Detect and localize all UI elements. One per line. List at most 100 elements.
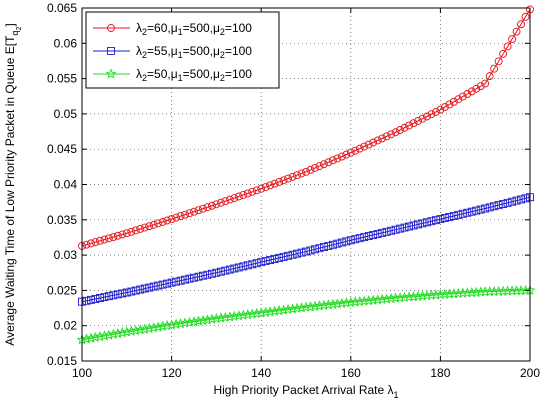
data-point xyxy=(399,291,410,303)
data-point xyxy=(158,217,167,226)
data-point xyxy=(269,305,281,316)
data-point xyxy=(145,222,154,231)
y-tick-label: 0.02 xyxy=(54,319,78,333)
data-point xyxy=(136,225,145,233)
data-point xyxy=(476,82,485,91)
data-point xyxy=(391,128,400,137)
data-point xyxy=(319,243,328,252)
data-point xyxy=(363,295,375,306)
data-point xyxy=(391,225,400,234)
data-point xyxy=(328,156,337,165)
data-point xyxy=(105,68,117,79)
data-point xyxy=(202,314,213,325)
data-point xyxy=(175,318,186,329)
data-point xyxy=(224,311,236,322)
legend-sample-series-3 xyxy=(93,68,130,79)
data-point xyxy=(302,247,310,256)
data-point xyxy=(463,90,472,98)
data-point xyxy=(199,204,207,213)
data-point xyxy=(485,72,494,81)
data-point xyxy=(414,117,422,125)
data-point xyxy=(185,209,194,218)
data-point xyxy=(116,327,128,338)
data-point xyxy=(306,165,315,174)
data-point xyxy=(302,167,310,176)
legend-label-series-1: λ2=60,μ1=500,μ2=100 xyxy=(136,21,252,37)
data-point xyxy=(418,114,427,123)
data-point xyxy=(122,288,131,297)
data-point xyxy=(319,160,328,169)
data-point xyxy=(103,329,115,340)
data-point xyxy=(203,203,212,212)
data-point xyxy=(118,230,127,239)
data-point xyxy=(216,198,225,207)
data-point xyxy=(328,240,337,249)
x-tick-label: 140 xyxy=(251,366,271,380)
data-point xyxy=(423,218,431,227)
legend-label-series-3: λ2=50,μ1=500,μ2=100 xyxy=(136,67,252,83)
data-point xyxy=(315,162,324,171)
data-point xyxy=(230,194,239,203)
data-point xyxy=(207,201,216,210)
data-point xyxy=(82,296,91,305)
data-point xyxy=(360,233,369,242)
data-point xyxy=(251,307,263,319)
x-axis-label: High Priority Packet Arrival Rate λ1 xyxy=(213,383,398,400)
data-point xyxy=(458,92,467,101)
data-point xyxy=(118,289,127,298)
data-point xyxy=(176,212,185,221)
data-point xyxy=(291,302,303,314)
data-point xyxy=(203,270,212,279)
data-point xyxy=(260,306,272,318)
data-point xyxy=(179,317,191,328)
data-point xyxy=(309,300,321,311)
data-point xyxy=(296,302,307,313)
data-point xyxy=(490,202,499,211)
data-point xyxy=(324,241,333,250)
data-point xyxy=(279,176,288,185)
data-point xyxy=(246,308,258,319)
data-point xyxy=(409,221,418,230)
data-point xyxy=(212,268,221,277)
data-point xyxy=(426,289,437,300)
y-tick-label: 0.06 xyxy=(54,36,78,50)
legend-entry: λ2=50,μ1=500,μ2=100 xyxy=(93,67,252,83)
data-point xyxy=(194,272,203,281)
data-point xyxy=(337,238,346,247)
data-point xyxy=(172,277,181,286)
data-point xyxy=(181,275,189,284)
y-axis-label-subsub: 2 xyxy=(16,27,23,31)
data-point xyxy=(297,169,306,178)
data-point xyxy=(100,293,109,302)
x-tick-label: 200 xyxy=(520,366,540,380)
data-point xyxy=(188,316,200,327)
data-point xyxy=(257,258,266,267)
data-point xyxy=(107,47,115,55)
data-point xyxy=(454,95,463,104)
data-point xyxy=(127,287,136,296)
data-point xyxy=(367,294,379,305)
data-point xyxy=(472,84,481,93)
data-point xyxy=(284,174,293,183)
data-point xyxy=(109,291,118,300)
data-point xyxy=(436,105,445,114)
data-point xyxy=(239,190,248,199)
data-point xyxy=(517,195,525,204)
data-point xyxy=(499,200,508,208)
data-point xyxy=(427,110,436,119)
data-point xyxy=(95,236,104,245)
data-point xyxy=(170,318,182,329)
data-point xyxy=(181,210,189,219)
data-point xyxy=(211,312,222,324)
data-point xyxy=(279,252,288,261)
data-point xyxy=(273,305,285,316)
data-point xyxy=(503,42,512,51)
data-point xyxy=(369,138,378,147)
series-3 xyxy=(76,284,536,345)
data-point xyxy=(323,299,334,310)
data-point xyxy=(346,236,355,245)
data-point xyxy=(234,192,243,201)
data-point xyxy=(275,178,284,186)
data-point xyxy=(351,235,360,244)
data-point xyxy=(154,281,163,290)
